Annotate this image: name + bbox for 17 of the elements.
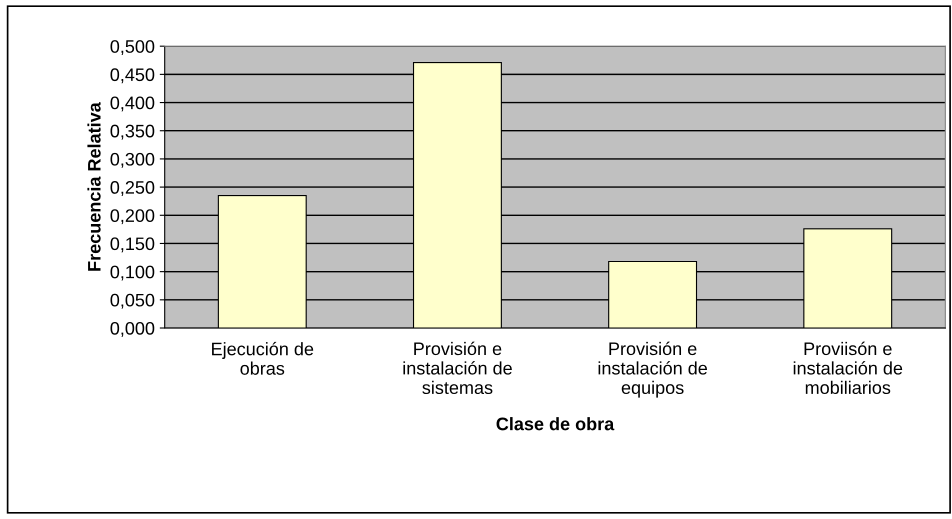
x-axis-title: Clase de obra [496,417,614,430]
y-axis-title: Frecuencia Relativa [87,102,101,271]
y-tick-label: 0,050 [110,294,154,309]
y-tick-label: 0,100 [110,266,154,280]
y-tick-label: 0,250 [110,181,154,196]
y-tick-label: 0,500 [110,40,154,56]
x-tick-label: Provisión e instalación de equipos [598,342,708,398]
y-tick-label: 0,300 [110,152,154,168]
x-tick-label: Ejecución de obras [212,342,314,375]
x-tick-label: Proviisón e instalación de mobiliarios [794,342,902,394]
y-tick-label: 0,150 [110,237,154,252]
y-tick-label: 0,400 [110,96,154,112]
y-tick-label: 0,200 [110,209,154,224]
y-tick-label: 0,450 [110,68,154,84]
x-tick-label: Provisión e instalación de sistemas [403,342,512,394]
y-tick-label: 0,350 [110,124,154,140]
y-tick-label: 0,000 [110,322,154,337]
